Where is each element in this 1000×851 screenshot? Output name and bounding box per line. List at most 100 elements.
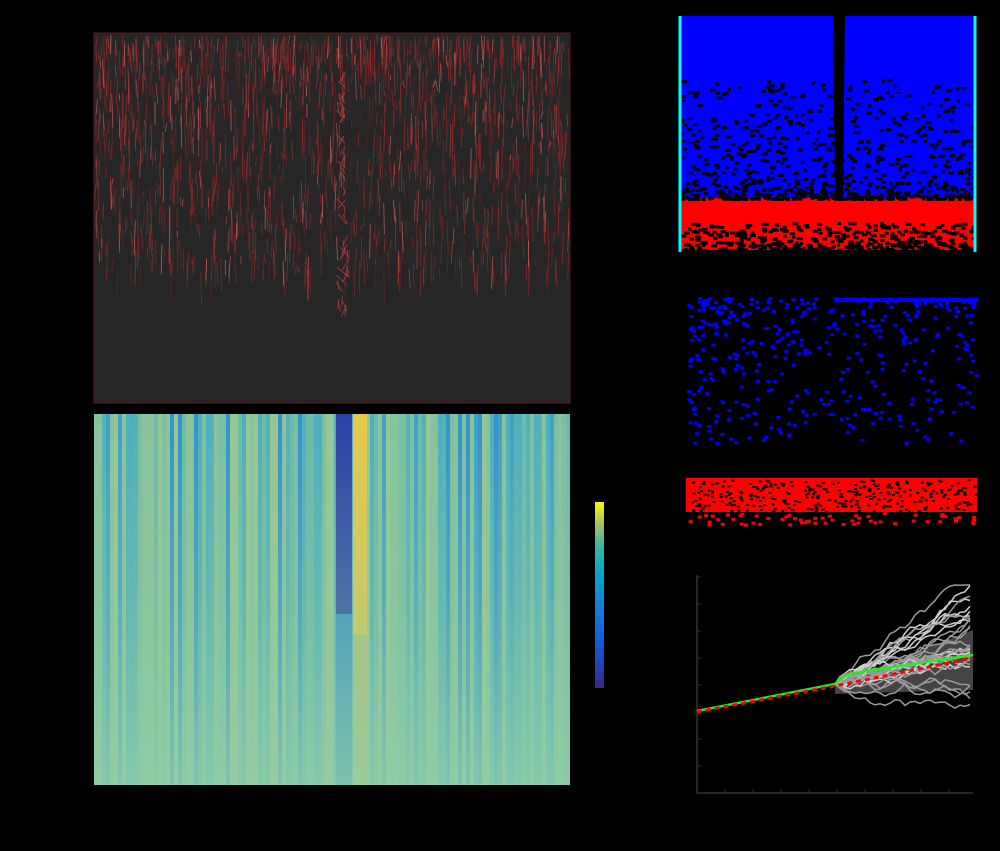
speckle — [706, 231, 711, 235]
speckle — [900, 505, 904, 508]
speckle — [683, 248, 689, 252]
spike-streak — [462, 192, 465, 222]
speckle — [695, 238, 701, 242]
speckle — [901, 240, 907, 244]
spike-streak — [424, 221, 427, 247]
speckle — [739, 148, 744, 152]
spike-streak — [331, 73, 334, 94]
speckle — [921, 125, 927, 129]
speckle — [759, 490, 763, 493]
dot — [812, 412, 817, 416]
dot — [698, 424, 703, 428]
speckle — [963, 249, 969, 253]
speckle — [759, 508, 763, 511]
dot — [693, 334, 698, 338]
speckle — [866, 111, 872, 115]
speckle — [799, 95, 805, 99]
spike-streak — [537, 37, 539, 56]
spike-streak — [460, 127, 463, 148]
dot — [766, 516, 771, 520]
speckle — [748, 113, 754, 117]
speckle — [913, 244, 918, 248]
spike-streak — [356, 37, 358, 51]
speckle — [966, 139, 973, 143]
speckle — [911, 226, 917, 230]
speckle — [825, 510, 829, 513]
speckle — [764, 159, 770, 163]
dot — [725, 298, 730, 302]
speckle — [775, 197, 780, 201]
speckle — [844, 188, 850, 192]
spike-streak — [339, 37, 342, 49]
speckle — [822, 488, 826, 491]
speckle — [802, 249, 808, 253]
spike-streak — [342, 235, 348, 247]
speckle — [751, 231, 755, 235]
spike-streak — [119, 224, 121, 253]
spike-streak — [481, 40, 484, 54]
speckle — [700, 241, 707, 245]
speckle — [840, 502, 844, 505]
speckle — [691, 230, 698, 234]
spike-streak — [540, 53, 543, 79]
spike-streak — [439, 120, 441, 147]
speckle — [901, 194, 907, 198]
spike-streak — [517, 40, 520, 57]
spike-streak — [375, 237, 377, 265]
dot — [956, 383, 961, 387]
speckle — [969, 229, 976, 233]
speckle — [929, 493, 933, 496]
speckle — [943, 130, 948, 134]
spike-streak — [150, 125, 153, 160]
speckle — [943, 183, 950, 187]
spike-streak — [417, 60, 419, 69]
spike-streak — [511, 117, 514, 128]
spike-streak — [518, 172, 520, 182]
speckle — [754, 104, 761, 108]
speckle — [740, 239, 744, 243]
speckle — [954, 230, 960, 234]
spike-streak — [432, 176, 435, 199]
spike-streak — [340, 53, 342, 68]
spike-streak — [563, 161, 565, 174]
dot — [830, 412, 835, 416]
dot — [698, 370, 703, 374]
speckle — [854, 243, 860, 247]
speckle — [753, 244, 759, 248]
speckle — [870, 479, 874, 482]
speckle — [896, 502, 900, 505]
dot — [770, 388, 775, 392]
spike-streak — [422, 82, 425, 89]
spike-streak — [283, 269, 286, 296]
dot — [852, 522, 857, 526]
dot — [713, 322, 718, 326]
speckle — [940, 249, 945, 253]
spike-streak — [228, 228, 230, 253]
spike-streak — [367, 48, 370, 83]
spike-streak — [152, 154, 154, 166]
spike-streak — [292, 39, 295, 75]
speckle — [774, 223, 780, 227]
speckle — [726, 154, 732, 158]
spike-streak — [424, 101, 427, 131]
speckle — [945, 159, 950, 163]
speckle — [873, 228, 879, 232]
speckle — [929, 482, 933, 485]
speckle — [741, 193, 747, 197]
speckle — [826, 491, 830, 494]
dot — [779, 299, 784, 303]
speckle — [885, 197, 891, 201]
speckle — [843, 502, 847, 505]
spike-streak — [308, 119, 311, 139]
speckle — [919, 195, 926, 199]
dot — [778, 431, 783, 435]
speckle — [956, 99, 960, 103]
speckle — [722, 170, 727, 174]
spike-streak — [355, 246, 358, 259]
spike-streak — [139, 226, 142, 236]
speckle — [893, 84, 897, 88]
dot — [773, 354, 778, 358]
spike-streak — [536, 76, 538, 83]
spike-streak — [254, 38, 257, 57]
spike-streak — [292, 229, 295, 237]
